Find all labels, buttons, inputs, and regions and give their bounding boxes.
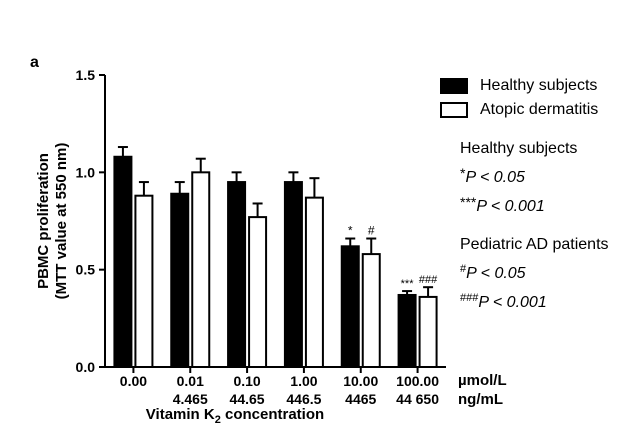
significance-marker: * <box>348 224 353 238</box>
healthy-p-0001: ***P < 0.001 <box>460 194 545 215</box>
x-unit-ngml: ng/mL <box>458 391 503 408</box>
x-tick-label-umol: 0.10 <box>233 373 260 389</box>
bar-ad <box>191 171 211 368</box>
bar-healthy <box>170 192 190 368</box>
x-tick-label-ngml: 4.465 <box>173 391 208 407</box>
healthy-stats: Healthy subjects *P < 0.05 ***P < 0.001 <box>460 137 577 219</box>
x-unit-umol: µmol/L <box>458 372 507 389</box>
ad-p-0001: ###P < 0.001 <box>460 292 547 311</box>
bar-ad <box>248 216 268 368</box>
bar-healthy <box>113 155 133 368</box>
healthy-stats-title: Healthy subjects <box>460 140 578 157</box>
legend-label-ad: Atopic dermatitis <box>480 101 599 118</box>
ad-stats: Pediatric AD patients #P < 0.05 ###P < 0… <box>460 233 609 315</box>
panel-label: a <box>30 54 39 71</box>
bar-ad <box>134 194 154 368</box>
x-tick-label-ngml: 44.65 <box>230 391 265 407</box>
legend: Healthy subjects Atopic dermatitis <box>440 74 598 122</box>
significance-marker: ### <box>419 274 438 286</box>
x-tick-label-umol: 10.00 <box>343 373 378 389</box>
y-tick-label: 0.5 <box>76 262 96 278</box>
x-tick-label-umol: 0.01 <box>177 373 204 389</box>
bar-ad <box>361 253 381 369</box>
x-tick-label-umol: 0.00 <box>120 373 147 389</box>
x-tick-label-ngml: 44 650 <box>396 391 439 407</box>
legend-label-healthy: Healthy subjects <box>480 77 598 94</box>
x-tick-label-ngml: 4465 <box>345 391 376 407</box>
bar-ad <box>418 295 438 369</box>
y-tick-label: 1.5 <box>76 67 96 83</box>
y-axis-label-line1: PBMC proliferation <box>35 153 52 289</box>
y-axis-label-line2: (MTT value at 550 nm) <box>53 143 70 300</box>
ad-stats-title: Pediatric AD patients <box>460 236 609 253</box>
y-tick-label: 1.0 <box>76 164 96 180</box>
x-tick-label-ngml: 446.5 <box>286 391 321 407</box>
significance-marker: *** <box>401 278 415 290</box>
significance-marker: # <box>368 224 375 238</box>
bar-healthy <box>227 181 247 368</box>
legend-swatch-ad <box>440 102 468 118</box>
x-tick-label-umol: 1.00 <box>290 373 317 389</box>
bar-healthy <box>397 293 417 368</box>
healthy-p-005: *P < 0.05 <box>460 165 525 186</box>
legend-item-healthy: Healthy subjects <box>440 74 598 98</box>
bar-healthy <box>283 181 303 368</box>
x-units: µmol/L ng/mL <box>458 371 507 409</box>
legend-swatch-healthy <box>440 78 468 94</box>
legend-item-ad: Atopic dermatitis <box>440 98 598 122</box>
bar-healthy <box>340 245 360 369</box>
y-tick-label: 0.0 <box>76 359 96 375</box>
ad-p-005: #P < 0.05 <box>460 263 526 282</box>
bar-ad <box>304 196 324 368</box>
x-tick-label-umol: 100.00 <box>396 373 439 389</box>
x-axis-label: Vitamin K2 concentration <box>146 406 324 426</box>
